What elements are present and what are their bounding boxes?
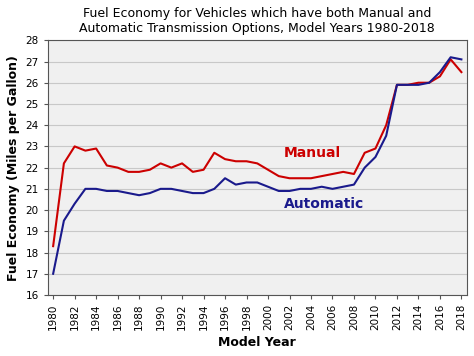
X-axis label: Model Year: Model Year bbox=[219, 336, 296, 349]
Title: Fuel Economy for Vehicles which have both Manual and
Automatic Transmission Opti: Fuel Economy for Vehicles which have bot… bbox=[80, 7, 435, 35]
Text: Automatic: Automatic bbox=[284, 197, 365, 211]
Text: Manual: Manual bbox=[284, 146, 341, 160]
Y-axis label: Fuel Economy (Miles per Gallon): Fuel Economy (Miles per Gallon) bbox=[7, 55, 20, 281]
